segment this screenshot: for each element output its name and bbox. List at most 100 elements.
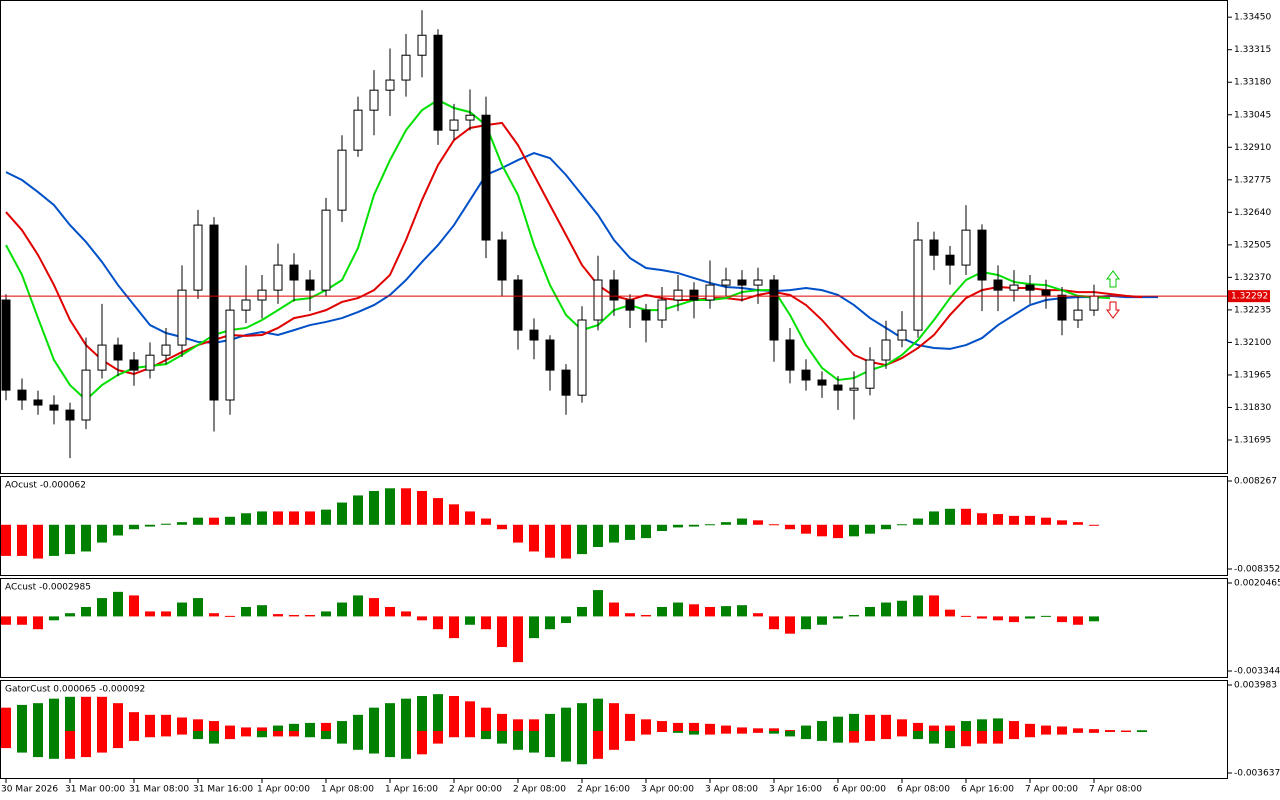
histogram-bar <box>305 511 315 525</box>
gator-bar <box>401 698 411 731</box>
histogram-bar <box>769 524 779 526</box>
gator-bar <box>1121 730 1131 732</box>
histogram-bar <box>433 498 443 525</box>
gator-bar <box>1057 730 1067 735</box>
histogram-bar <box>721 606 731 617</box>
histogram-bar <box>785 616 795 634</box>
gator-bar <box>305 722 315 731</box>
y-tick-label: 1.33180 <box>1234 78 1271 88</box>
candle-body <box>465 114 475 121</box>
gator-bar <box>577 730 587 765</box>
candle-body <box>209 224 219 401</box>
histogram-bar <box>209 613 219 617</box>
histogram-bar <box>897 524 907 526</box>
histogram-bar <box>289 614 299 617</box>
gator-bar <box>145 730 155 738</box>
gator-bar <box>273 730 283 737</box>
ao-panel <box>0 476 1228 576</box>
candle-body <box>1009 284 1019 291</box>
histogram-bar <box>273 614 283 617</box>
gator-bar <box>641 719 651 731</box>
gator-bar <box>257 727 267 731</box>
gator-bar <box>81 696 91 731</box>
last-price-box <box>1228 290 1270 303</box>
histogram-bar <box>641 524 651 539</box>
histogram-bar <box>33 524 43 559</box>
gator-bar <box>753 728 763 731</box>
y-tick-label: 1.32370 <box>1234 273 1271 283</box>
histogram-bar <box>609 524 619 543</box>
gator-bar <box>993 730 1003 744</box>
histogram-bar <box>1057 520 1067 525</box>
gator-bar <box>865 730 875 741</box>
histogram-bar <box>817 524 827 537</box>
candle-body <box>385 79 395 91</box>
sell-signal-arrow <box>1106 301 1120 319</box>
x-tick-label: 7 Apr 08:00 <box>1089 785 1142 795</box>
gator-bar <box>337 721 347 731</box>
histogram-bar <box>225 516 235 525</box>
histogram-bar <box>465 616 475 625</box>
candle-body <box>865 359 875 389</box>
histogram-bar <box>497 524 507 530</box>
x-tick-label: 1 Apr 00:00 <box>257 785 310 795</box>
histogram-bar <box>577 524 587 555</box>
histogram-bar <box>897 600 907 617</box>
histogram-bar <box>257 511 267 525</box>
gator-bar <box>449 696 459 731</box>
candle-body <box>817 379 827 386</box>
histogram-bar <box>241 606 251 617</box>
histogram-bar <box>849 614 859 617</box>
histogram-bar <box>689 604 699 617</box>
y-tick-label: 1.32640 <box>1234 208 1271 218</box>
histogram-bar <box>593 590 603 617</box>
gator-bar <box>1137 730 1147 733</box>
candle-body <box>49 404 59 411</box>
candle-body <box>785 339 795 371</box>
gator-bar <box>1 730 11 749</box>
histogram-bar <box>17 524 27 556</box>
gator-bar <box>1057 726 1067 731</box>
candle-body <box>1057 294 1067 321</box>
x-tick-label: 6 Apr 00:00 <box>833 785 886 795</box>
candle-body <box>977 229 987 281</box>
candle-body <box>81 369 91 421</box>
gator-bar <box>1009 730 1019 740</box>
gator-bar <box>465 701 475 731</box>
x-tick-label: 3 Apr 08:00 <box>705 785 758 795</box>
gator-panel <box>0 680 1228 779</box>
histogram-bar <box>753 613 763 617</box>
candle-body <box>65 409 75 421</box>
gator-bar <box>961 730 971 747</box>
y-tick-label: 1.33045 <box>1234 110 1271 120</box>
gator-bar <box>33 730 43 758</box>
histogram-bar <box>497 616 507 648</box>
x-tick-label: 6 Apr 08:00 <box>897 785 950 795</box>
gator-bar <box>177 717 187 731</box>
histogram-bar <box>721 522 731 525</box>
gator-bar <box>465 730 475 738</box>
histogram-bar <box>65 613 75 617</box>
histogram-bar <box>593 524 603 548</box>
gator-bar <box>977 730 987 744</box>
gator-bar <box>1089 730 1099 733</box>
histogram-bar <box>929 511 939 525</box>
histogram-bar <box>417 616 427 621</box>
gator-bar <box>1041 725 1051 731</box>
gator-bar <box>129 730 139 741</box>
histogram-bar <box>609 602 619 617</box>
y-tick-label: 1.31830 <box>1234 403 1271 413</box>
histogram-bar <box>961 615 971 617</box>
gator-bar <box>113 703 123 731</box>
gator-bar <box>145 714 155 731</box>
histogram-bar <box>1025 515 1035 525</box>
histogram-bar <box>337 502 347 525</box>
histogram-bar <box>129 524 139 530</box>
gator-bar <box>609 703 619 731</box>
histogram-bar <box>513 616 523 663</box>
histogram-bar <box>945 609 955 617</box>
y-tick-label: 0.008267 <box>1234 477 1277 487</box>
histogram-bar <box>993 514 1003 525</box>
histogram-bar <box>177 522 187 525</box>
